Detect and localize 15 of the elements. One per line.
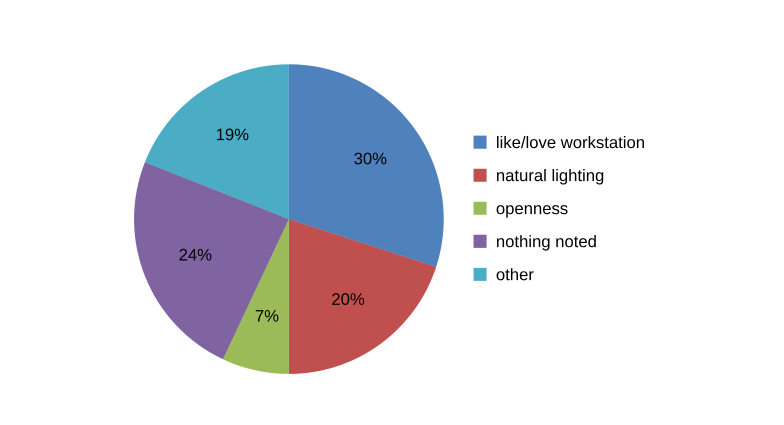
data-label: 30%	[354, 152, 386, 164]
pie-slice	[144, 64, 289, 220]
pie-slice	[134, 162, 289, 360]
pie-slice	[222, 219, 289, 374]
pie-slice	[288, 219, 436, 374]
data-label: 20%	[332, 293, 364, 305]
legend-label: other	[496, 268, 534, 280]
legend-label: like/love workstation	[497, 136, 644, 148]
legend-label: nothing noted	[497, 235, 596, 251]
data-label: 19%	[216, 128, 248, 140]
legend-label: openness	[496, 205, 568, 218]
pie-slice	[288, 64, 444, 267]
data-label: 7%	[256, 310, 278, 322]
legend-label: natural lighting	[497, 168, 604, 185]
data-label: 24%	[179, 248, 212, 261]
